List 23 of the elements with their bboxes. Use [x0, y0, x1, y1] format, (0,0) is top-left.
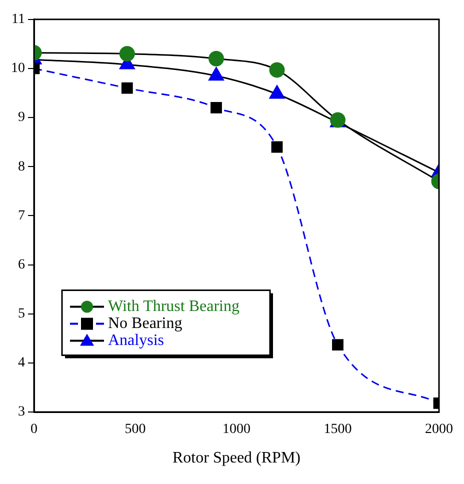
point — [332, 339, 344, 350]
y-tick-label: 10 — [11, 61, 25, 76]
point — [269, 62, 285, 78]
x-tick-label: 0 — [30, 422, 38, 438]
legend-label: With Thrust Bearing — [108, 298, 240, 315]
x-tick-label: 500 — [124, 422, 146, 438]
point — [208, 50, 224, 66]
x-tick-label: 2000 — [425, 422, 453, 438]
x-tick-label: 1500 — [324, 422, 352, 438]
x-tick-label: 1000 — [222, 422, 250, 438]
point — [271, 141, 283, 153]
point — [210, 102, 222, 114]
y-tick-label: 9 — [18, 110, 25, 126]
x-axis-title: Rotor Speed (RPM) — [172, 450, 300, 467]
y-tick-label: 7 — [18, 208, 25, 224]
legend-label: Analysis — [108, 332, 164, 349]
y-tick-label: 3 — [18, 404, 25, 420]
legend-label: No Bearing — [108, 314, 182, 332]
y-tick-label: 8 — [18, 159, 25, 174]
y-tick-label: 4 — [18, 356, 25, 371]
y-tick-label: 5 — [18, 306, 25, 322]
y-tick-label: 11 — [12, 12, 25, 28]
y-tick-label: 6 — [18, 257, 25, 272]
